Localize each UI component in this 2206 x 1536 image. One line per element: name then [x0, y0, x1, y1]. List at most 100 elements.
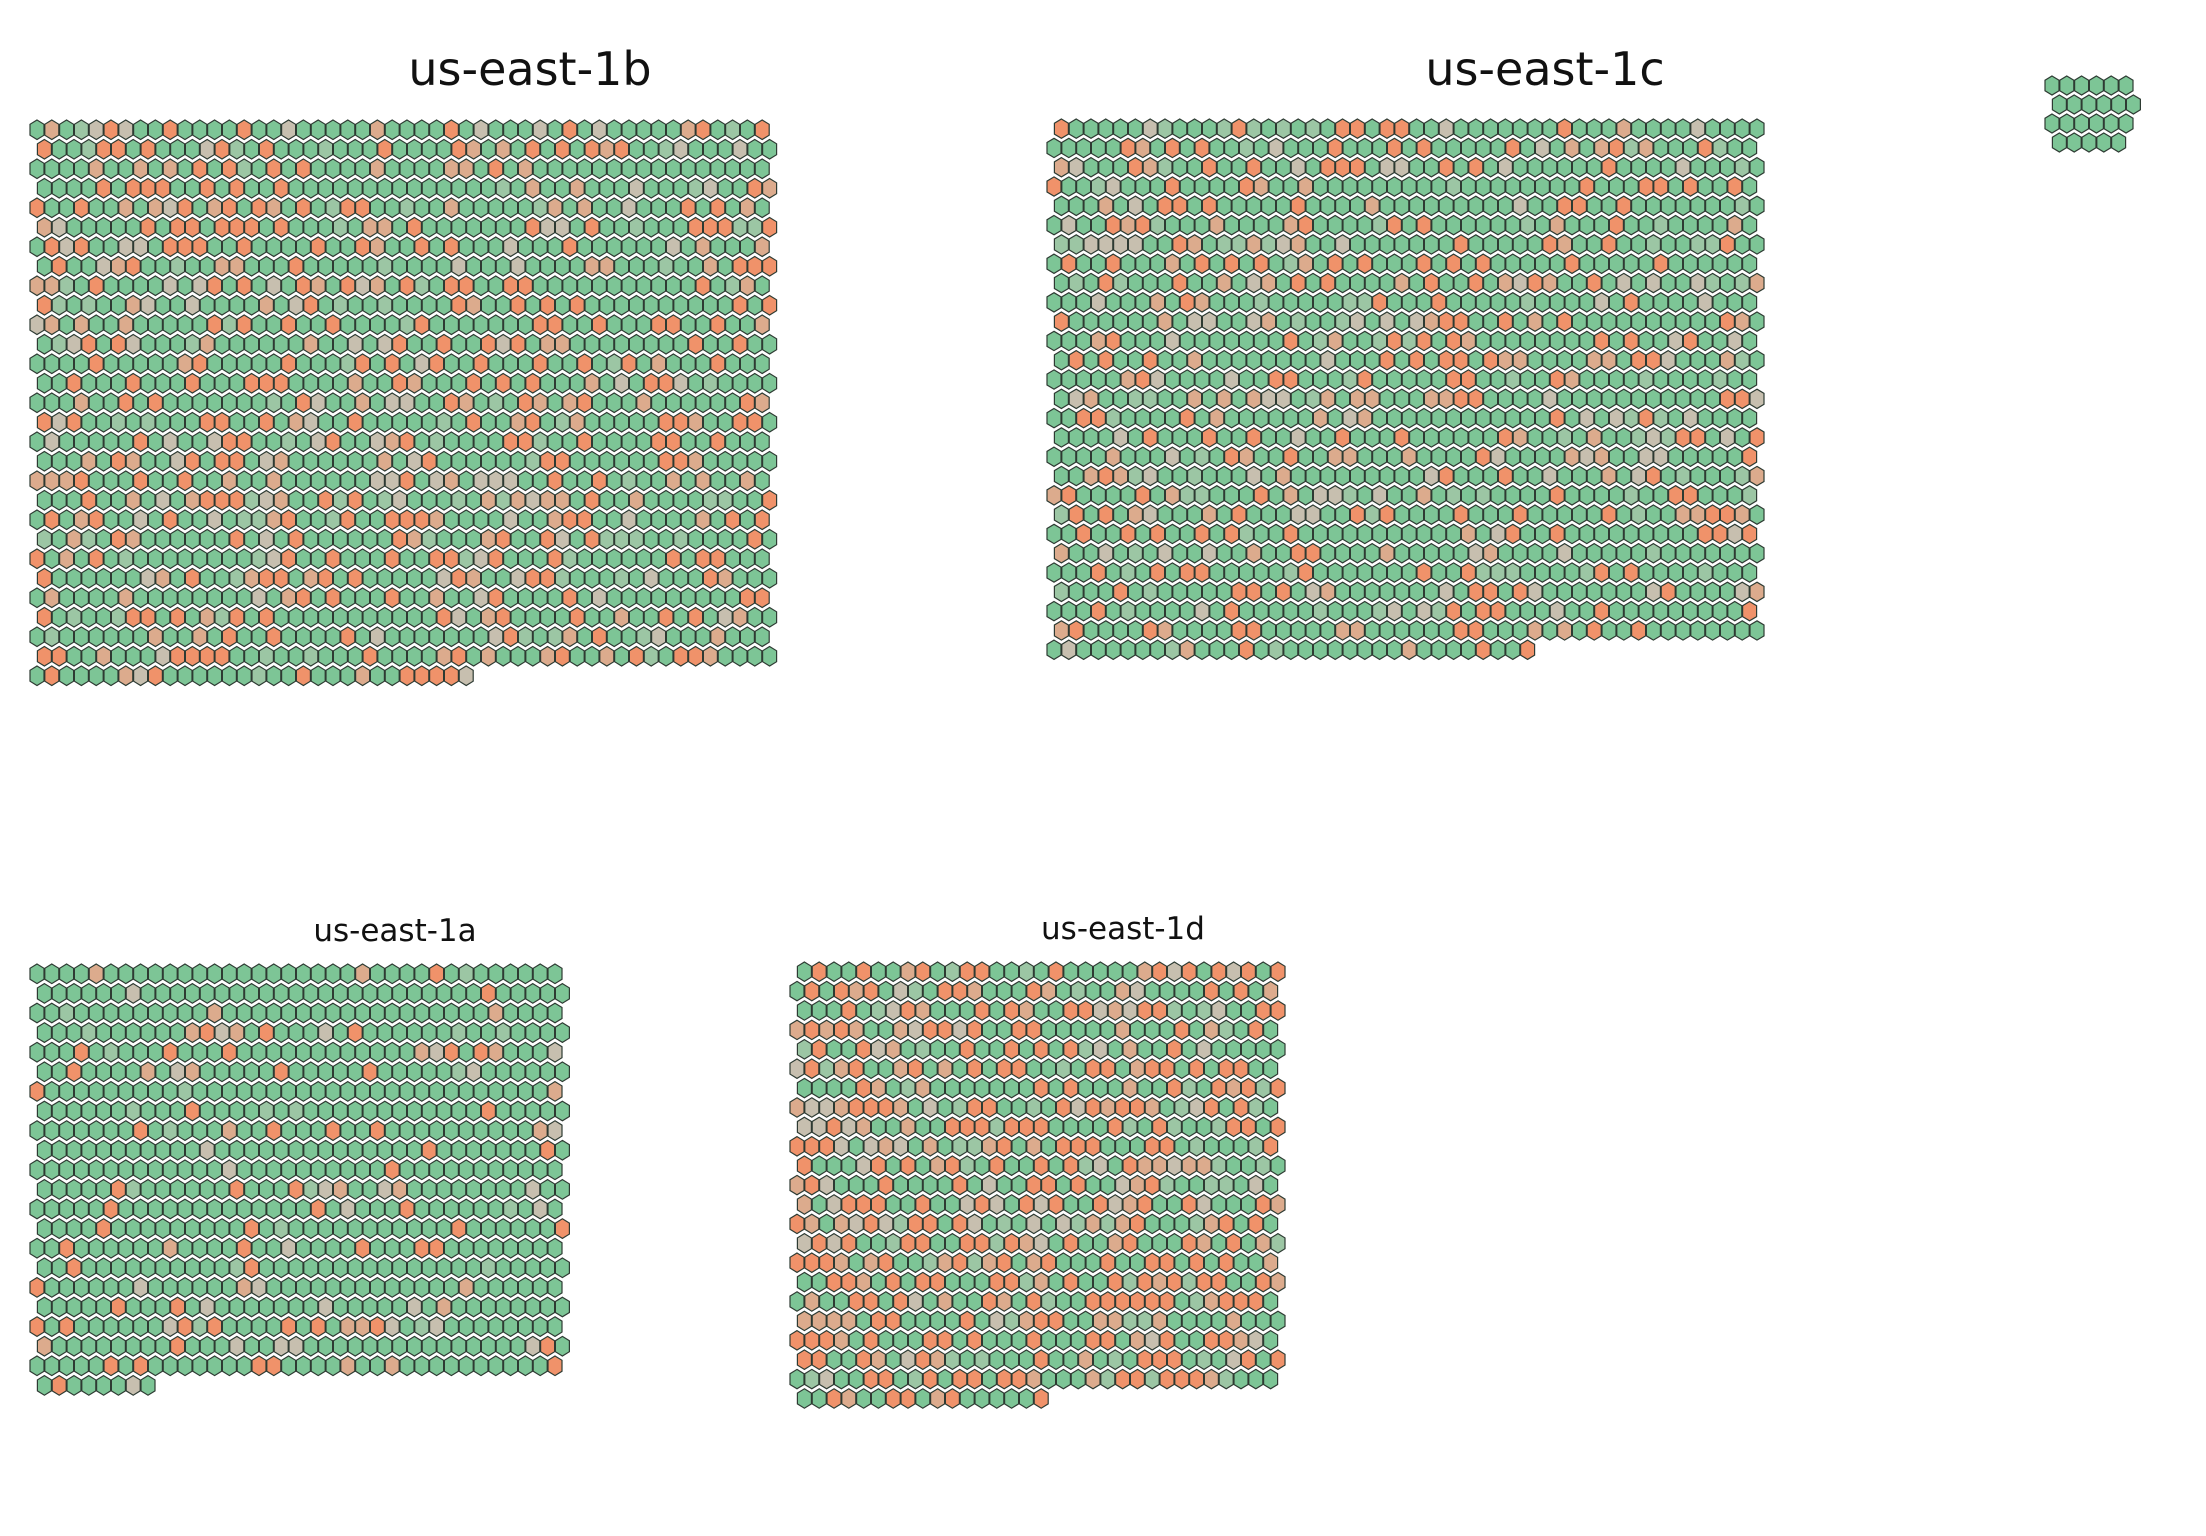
node-cell[interactable]	[406, 567, 422, 589]
node-cell[interactable]	[184, 645, 200, 667]
node-cell[interactable]	[1255, 1000, 1271, 1021]
node-cell[interactable]	[1063, 1155, 1079, 1177]
node-cell[interactable]	[1201, 234, 1218, 255]
node-cell[interactable]	[1201, 542, 1218, 564]
node-cell[interactable]	[1253, 137, 1269, 159]
node-cell[interactable]	[1564, 292, 1580, 313]
node-cell[interactable]	[318, 1335, 334, 1357]
node-cell[interactable]	[192, 509, 208, 531]
node-cell[interactable]	[1682, 562, 1699, 583]
node-cell[interactable]	[221, 197, 237, 219]
node-cell[interactable]	[466, 450, 482, 472]
node-cell[interactable]	[451, 1139, 467, 1161]
node-cell[interactable]	[95, 372, 112, 394]
node-cell[interactable]	[1122, 961, 1138, 983]
node-cell[interactable]	[539, 982, 556, 1004]
node-cell[interactable]	[133, 1002, 149, 1024]
node-cell[interactable]	[1166, 1310, 1183, 1332]
node-cell[interactable]	[1408, 234, 1425, 255]
node-cell[interactable]	[295, 1276, 311, 1298]
node-cell[interactable]	[377, 528, 393, 550]
node-cell[interactable]	[236, 665, 252, 687]
node-cell[interactable]	[1593, 292, 1610, 313]
node-cell[interactable]	[1497, 349, 1514, 371]
node-cell[interactable]	[1166, 1038, 1183, 1060]
node-cell[interactable]	[907, 1097, 924, 1118]
node-cell[interactable]	[1653, 292, 1669, 313]
node-cell[interactable]	[1527, 620, 1543, 641]
node-cell[interactable]	[1040, 1174, 1057, 1196]
node-cell[interactable]	[1571, 156, 1588, 178]
node-cell[interactable]	[414, 1198, 430, 1220]
node-cell[interactable]	[192, 1198, 208, 1220]
node-cell[interactable]	[66, 1178, 82, 1200]
node-cell[interactable]	[1423, 234, 1440, 255]
node-cell[interactable]	[539, 333, 556, 355]
node-cell[interactable]	[1601, 156, 1617, 178]
node-cell[interactable]	[207, 119, 223, 141]
node-cell[interactable]	[1033, 1232, 1049, 1254]
node-cell[interactable]	[1371, 330, 1388, 352]
node-cell[interactable]	[451, 982, 467, 1004]
node-cell[interactable]	[747, 528, 763, 550]
node-cell[interactable]	[495, 982, 511, 1004]
node-cell[interactable]	[66, 1100, 82, 1122]
node-cell[interactable]	[554, 450, 571, 472]
node-cell[interactable]	[81, 450, 97, 472]
node-cell[interactable]	[1135, 253, 1151, 275]
node-cell[interactable]	[606, 548, 622, 570]
node-cell[interactable]	[273, 1178, 289, 1200]
node-cell[interactable]	[58, 314, 75, 336]
node-cell[interactable]	[1334, 388, 1351, 410]
node-cell[interactable]	[855, 1271, 872, 1293]
node-cell[interactable]	[1055, 1058, 1072, 1080]
node-cell[interactable]	[1497, 118, 1514, 139]
node-cell[interactable]	[907, 1019, 924, 1041]
node-cell[interactable]	[937, 1019, 953, 1041]
node-cell[interactable]	[1144, 1097, 1160, 1118]
node-cell[interactable]	[1312, 600, 1329, 622]
node-cell[interactable]	[747, 450, 763, 472]
node-cell[interactable]	[1105, 446, 1121, 468]
node-cell[interactable]	[503, 470, 519, 492]
node-cell[interactable]	[1556, 156, 1573, 178]
node-cell[interactable]	[384, 236, 400, 258]
node-cell[interactable]	[1083, 195, 1099, 217]
node-cell[interactable]	[1497, 620, 1514, 641]
node-cell[interactable]	[1144, 1252, 1160, 1274]
node-cell[interactable]	[826, 961, 842, 983]
node-cell[interactable]	[325, 963, 341, 985]
node-cell[interactable]	[1270, 1038, 1286, 1060]
node-cell[interactable]	[125, 1022, 141, 1044]
node-cell[interactable]	[36, 255, 53, 277]
node-cell[interactable]	[665, 275, 682, 297]
node-cell[interactable]	[1048, 1155, 1064, 1177]
node-cell[interactable]	[66, 645, 82, 667]
node-cell[interactable]	[1401, 369, 1417, 390]
node-cell[interactable]	[1542, 156, 1558, 178]
node-cell[interactable]	[959, 1388, 975, 1409]
node-cell[interactable]	[687, 528, 704, 550]
node-cell[interactable]	[1741, 292, 1758, 313]
node-cell[interactable]	[1416, 176, 1432, 197]
node-cell[interactable]	[1225, 1194, 1242, 1215]
node-cell[interactable]	[885, 1388, 901, 1409]
node-cell[interactable]	[621, 470, 637, 492]
node-cell[interactable]	[325, 236, 341, 258]
node-cell[interactable]	[1468, 581, 1484, 603]
node-cell[interactable]	[236, 1159, 252, 1181]
node-cell[interactable]	[1055, 1291, 1072, 1312]
node-cell[interactable]	[1564, 137, 1580, 159]
node-cell[interactable]	[1653, 446, 1669, 468]
node-cell[interactable]	[369, 1041, 385, 1063]
node-cell[interactable]	[929, 1077, 946, 1099]
node-cell[interactable]	[1608, 369, 1625, 390]
node-cell[interactable]	[1085, 1058, 1101, 1080]
node-cell[interactable]	[1063, 1232, 1079, 1254]
node-cell[interactable]	[44, 236, 60, 258]
node-cell[interactable]	[1166, 1000, 1183, 1021]
node-cell[interactable]	[1142, 195, 1158, 217]
node-cell[interactable]	[95, 1178, 112, 1200]
node-cell[interactable]	[458, 431, 474, 453]
node-cell[interactable]	[1371, 600, 1388, 622]
